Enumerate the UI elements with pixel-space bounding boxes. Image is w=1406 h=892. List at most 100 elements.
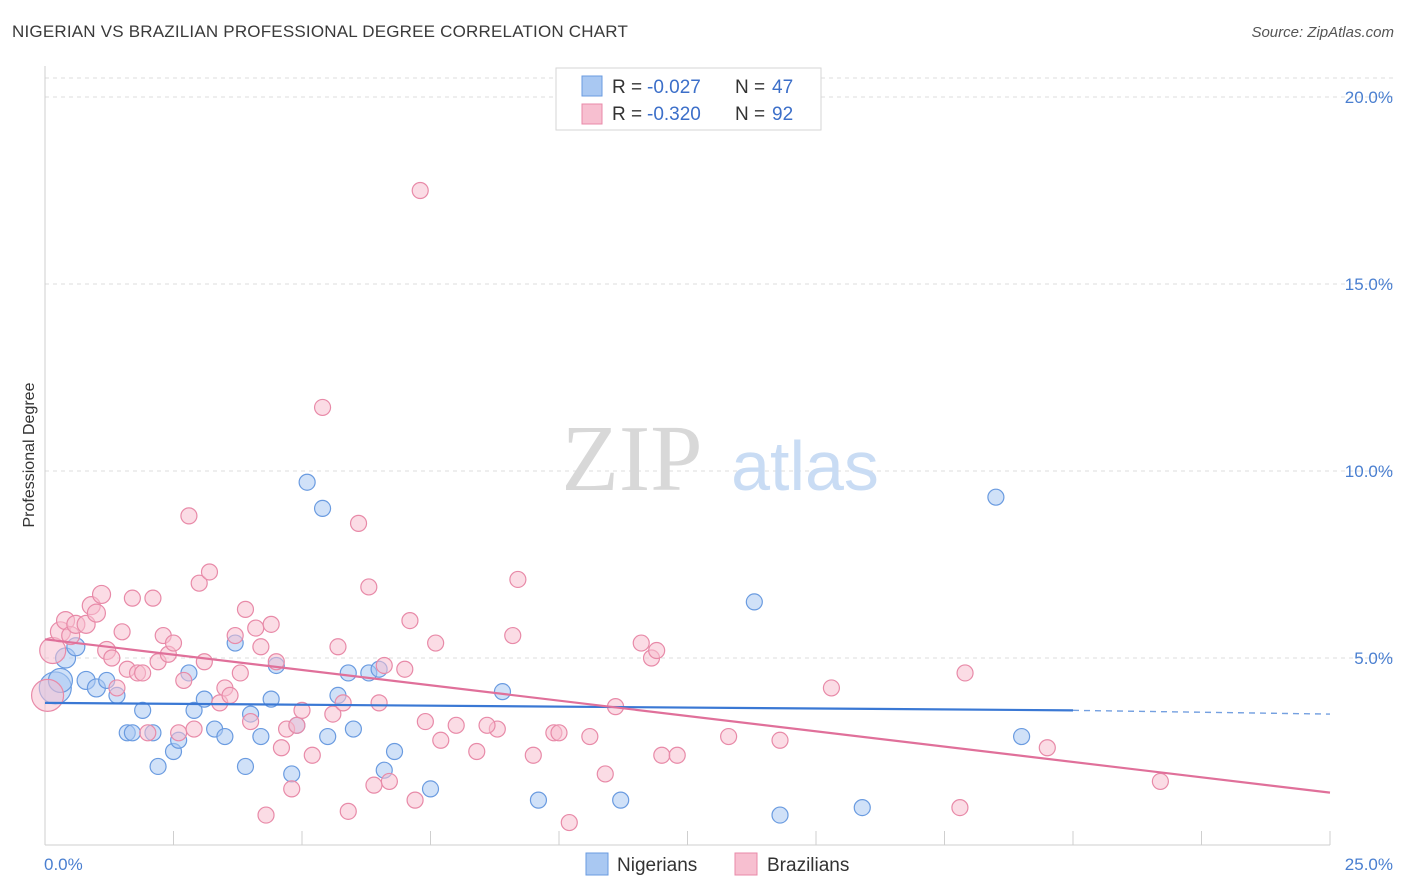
source-label: Source: ZipAtlas.com <box>1251 24 1394 41</box>
brazilian-point-60 <box>396 660 414 678</box>
legend-r-value-2: -0.320 <box>647 104 701 125</box>
watermark-atlas: atlas <box>731 427 879 505</box>
brazilian-point-25 <box>175 671 193 690</box>
brazilian-point-26 <box>180 507 198 525</box>
y-tick-label-1: 10.0% <box>1345 462 1393 481</box>
brazilian-point-91 <box>478 716 496 734</box>
trend-lines <box>44 638 1331 794</box>
brazilian-point-52 <box>334 694 352 712</box>
brazilian-point-70 <box>504 626 522 645</box>
legend-n-value-1: 47 <box>772 77 793 98</box>
series-legend: Nigerians Brazilians <box>585 852 849 876</box>
brazilian-point-23 <box>164 634 183 652</box>
nigerian-point-33 <box>344 720 362 738</box>
brazilian-point-57 <box>370 694 388 712</box>
brazilian-point-9 <box>91 584 112 605</box>
brazilian-point-33 <box>221 686 239 705</box>
brazilian-point-13 <box>113 623 131 641</box>
watermark-zip: ZIP <box>562 407 703 511</box>
correlation-legend: R = -0.027 N = 47 R = -0.320 N = 92 <box>555 67 822 131</box>
brazilian-point-66 <box>432 731 450 749</box>
brazilian-point-53 <box>339 802 357 820</box>
brazilian-point-46 <box>288 716 306 734</box>
nigerian-point-26 <box>283 765 301 783</box>
nigerian-point-39 <box>493 683 512 701</box>
nigerian-trend-dashed <box>1072 709 1331 715</box>
nigerian-point-44 <box>853 798 871 817</box>
brazilian-point-54 <box>349 514 368 532</box>
brazilian-point-43 <box>272 739 291 757</box>
nigerian-point-43 <box>771 806 789 824</box>
nigerian-point-41 <box>612 791 630 809</box>
brazilian-point-36 <box>236 600 255 618</box>
legend-r-label-2: R = <box>612 104 642 125</box>
brazilian-point-51 <box>329 638 347 656</box>
brazilian-point-38 <box>247 619 265 637</box>
brazilian-point-86 <box>951 798 969 817</box>
brazilian-point-35 <box>231 664 249 682</box>
brazilian-point-80 <box>648 641 666 660</box>
brazilian-point-40 <box>257 806 275 824</box>
brazilian-point-12 <box>108 679 126 697</box>
brazilian-point-76 <box>596 765 614 783</box>
chart-title: NIGERIAN VS BRAZILIAN PROFESSIONAL DEGRE… <box>12 22 629 41</box>
brazilian-point-59 <box>380 772 398 791</box>
nigerian-point-10 <box>134 701 152 719</box>
nigerian-point-19 <box>216 727 234 746</box>
brazilian-point-48 <box>303 746 321 764</box>
brazilian-point-68 <box>468 742 486 761</box>
bottom-legend-label-nigerians: Nigerians <box>617 855 697 876</box>
brazilian-point-88 <box>1038 739 1056 757</box>
nigerian-point-23 <box>252 727 270 746</box>
brazilian-point-85 <box>822 679 841 697</box>
legend-r-value-1: -0.027 <box>647 77 701 98</box>
x-tick-label-0: 0.0% <box>44 855 83 874</box>
brazilian-point-83 <box>720 727 738 746</box>
watermark: ZIP atlas <box>562 407 879 511</box>
brazilian-point-29 <box>195 653 213 671</box>
nigerian-point-30 <box>319 727 337 746</box>
brazilian-point-27 <box>185 720 203 738</box>
brazilian-point-49 <box>313 398 332 417</box>
nigerian-point-28 <box>298 473 316 491</box>
brazilian-point-0 <box>30 678 65 713</box>
brazilian-point-84 <box>771 731 789 749</box>
nigerian-point-12 <box>149 757 167 776</box>
brazilian-point-17 <box>134 664 152 682</box>
brazilian-point-55 <box>360 578 378 596</box>
legend-swatch-nigerians <box>581 75 603 97</box>
nigerian-point-40 <box>529 791 548 809</box>
brazilian-point-50 <box>324 705 342 723</box>
legend-n-value-2: 92 <box>772 104 793 125</box>
y-axis-label: Professional Degree <box>21 382 38 527</box>
legend-swatch-brazilians <box>581 103 603 125</box>
brazilian-point-72 <box>524 746 542 764</box>
nigerian-point-37 <box>385 742 404 761</box>
y-tick-label-0: 5.0% <box>1354 649 1393 668</box>
bottom-legend-label-brazilians: Brazilians <box>767 855 849 876</box>
brazilian-point-82 <box>668 746 686 764</box>
brazilian-point-15 <box>123 589 141 607</box>
brazilian-point-74 <box>560 813 578 832</box>
brazilian-point-61 <box>401 611 419 630</box>
bottom-legend-swatch-brazilians <box>734 852 758 876</box>
brazilian-point-18 <box>139 724 157 742</box>
brazilian-point-58 <box>375 656 393 675</box>
brazilian-point-64 <box>416 712 434 731</box>
brazilian-point-37 <box>242 712 260 731</box>
brazilian-point-62 <box>406 791 424 809</box>
brazilian-point-63 <box>411 181 429 200</box>
brazilian-point-81 <box>653 746 671 764</box>
brazilian-point-19 <box>144 589 162 607</box>
grid-lines <box>45 77 1395 659</box>
nigerian-point-32 <box>339 664 357 682</box>
legend-n-label-2: N = <box>735 104 765 125</box>
nigerian-trend-line <box>44 701 1074 712</box>
nigerian-point-42 <box>745 593 763 611</box>
tick-labels: 5.0% 10.0% 15.0% 20.0% 0.0% 25.0% <box>44 88 1393 874</box>
brazilian-point-56 <box>365 776 383 794</box>
brazilian-point-47 <box>293 701 311 719</box>
nigerian-point-21 <box>236 757 255 776</box>
axes <box>44 66 1331 846</box>
